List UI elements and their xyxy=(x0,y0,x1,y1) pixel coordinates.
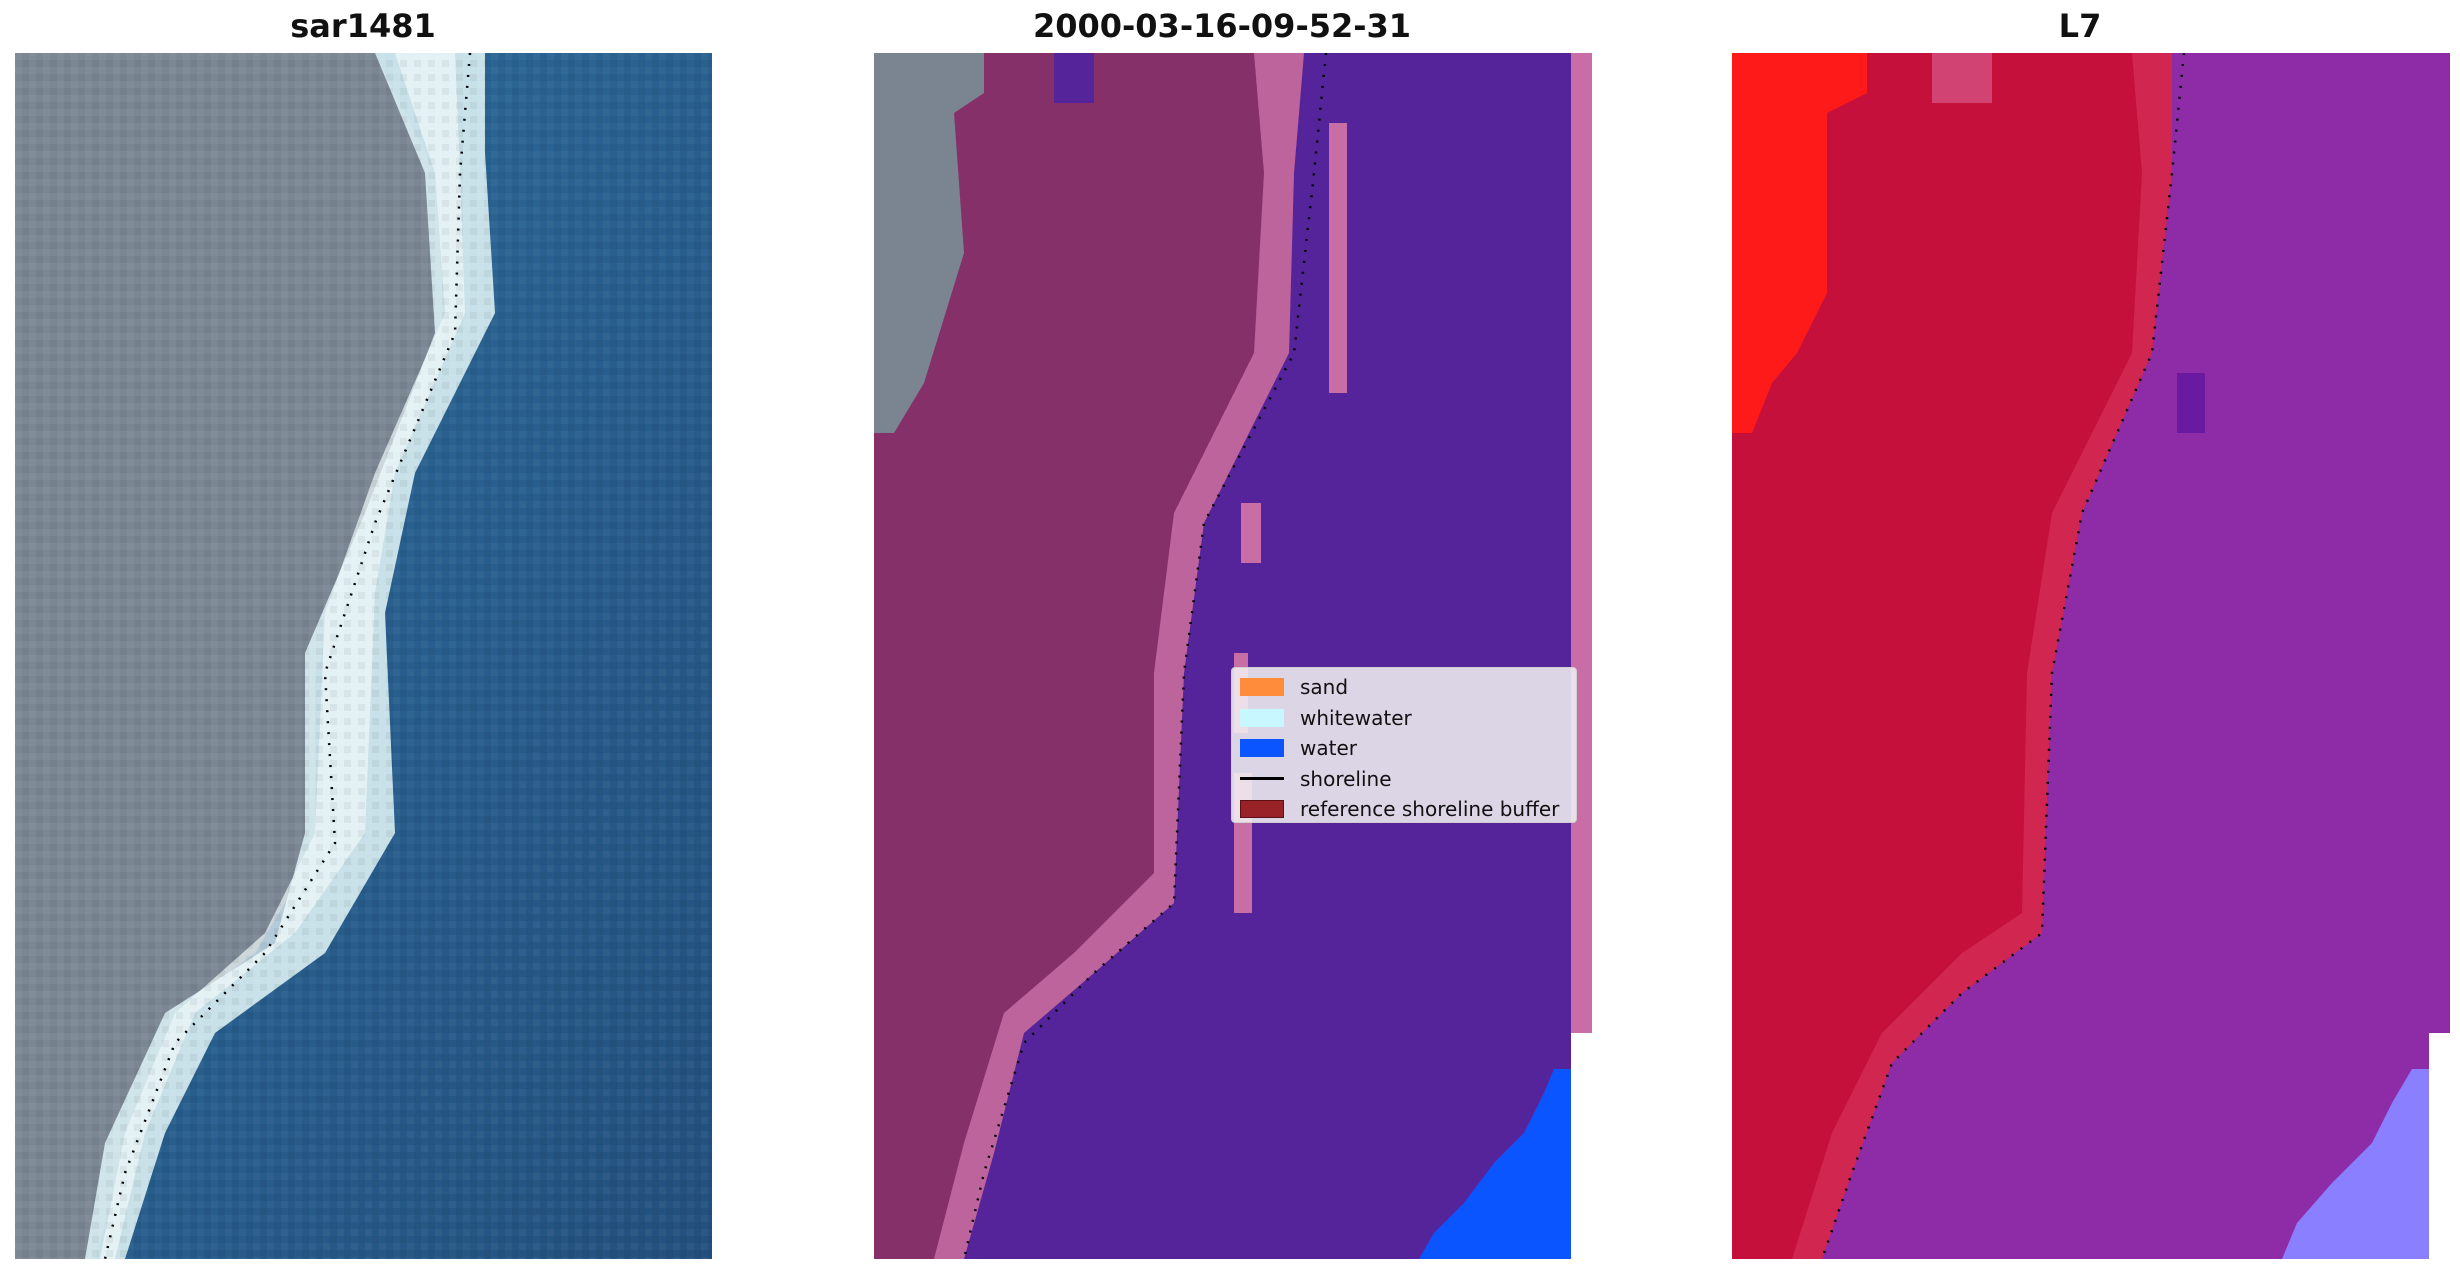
legend: sand whitewater water shoreline referenc… xyxy=(1231,667,1577,823)
legend-swatch-sand xyxy=(1240,678,1284,697)
classified-image xyxy=(874,53,1592,1259)
class-water-bright xyxy=(1419,1069,1571,1259)
legend-item-reference-buffer: reference shoreline buffer xyxy=(1240,794,1568,825)
index-lavender xyxy=(2282,1069,2429,1259)
panel-title-index: L7 xyxy=(2058,7,2102,45)
rgb-image xyxy=(15,53,712,1259)
legend-swatch-reference-buffer xyxy=(1240,800,1284,819)
index-crimson xyxy=(1732,53,2172,1259)
panel-title-rgb: sar1481 xyxy=(290,7,436,45)
legend-item-shoreline: shoreline xyxy=(1240,764,1568,795)
legend-swatch-whitewater xyxy=(1240,708,1284,727)
panel-classified-image xyxy=(874,53,1592,1259)
legend-item-water: water xyxy=(1240,733,1568,764)
panel-title-classified: 2000-03-16-09-52-31 xyxy=(1032,7,1412,45)
panel-index-image xyxy=(1732,53,2450,1259)
index-image xyxy=(1732,53,2450,1259)
legend-item-sand: sand xyxy=(1240,672,1568,703)
class-land xyxy=(874,53,1304,1259)
legend-swatch-water xyxy=(1240,739,1284,758)
legend-line-shoreline xyxy=(1240,777,1284,781)
legend-item-whitewater: whitewater xyxy=(1240,703,1568,734)
panel-rgb-image xyxy=(15,53,712,1259)
index-red xyxy=(1732,53,1867,433)
